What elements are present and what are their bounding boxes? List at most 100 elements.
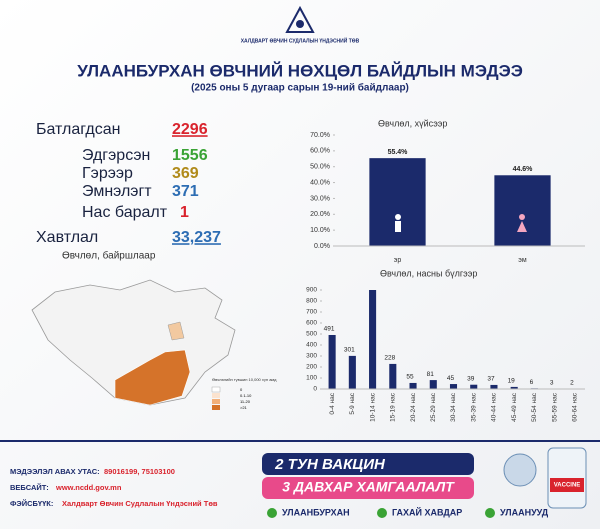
x-tick-label: 15-19 нас (390, 392, 397, 422)
bar (369, 290, 377, 389)
bar (470, 384, 478, 389)
value-label: 301 (344, 347, 355, 354)
stat-label: Батлагдсан (36, 121, 120, 138)
y-tick-label: 0 (313, 386, 317, 393)
org-name: ХАЛДВАРТ ӨВЧИН СУДЛАЛЫН ҮНДЭСНИЙ ТӨВ (241, 36, 360, 44)
bar (490, 384, 498, 389)
bar (409, 382, 417, 389)
stat-label: Гэрээр (82, 165, 133, 182)
bar (389, 363, 397, 389)
x-tick-label: 60-64 нас (572, 392, 579, 422)
chart-title: Өвчлөл, насны бүлгээр (380, 268, 477, 278)
x-tick-label: 20-24 нас (410, 392, 417, 422)
gender-icons (395, 214, 527, 232)
title: УЛААНБУРХАН ӨВЧНИЙ НӨХЦӨЛ БАЙДЛЫН МЭДЭЭ (77, 61, 523, 80)
value-label: 491 (324, 326, 335, 333)
x-tick-label: 40-44 нас (491, 392, 498, 422)
y-tick-label: 300 (306, 353, 317, 360)
check-item: ГАХАЙ ХАВДАР (392, 506, 462, 517)
banner-line: 2 ТУН ВАКЦИН (274, 456, 386, 473)
value-label: 45 (447, 375, 455, 382)
x-tick-label: 45-49 нас (511, 392, 518, 422)
y-tick-label: 500 (306, 331, 317, 338)
stats: Батлагдсан 2296 Эдгэрсэн 1556 Гэрээр 369… (36, 121, 221, 246)
x-tick-label: 5-9 нас (349, 392, 356, 414)
x-tick-label: 50-54 нас (531, 392, 538, 422)
legend-label: 11-20 (240, 399, 251, 404)
value-label: 37 (487, 376, 495, 383)
web-label: ВЕБСАЙТ: (10, 483, 49, 492)
y-tick-label: 900 (306, 287, 317, 294)
x-tick-label: эм (518, 257, 527, 264)
stat-label: Хавтлал (36, 229, 98, 246)
value-label: 2 (570, 379, 574, 386)
y-tick-label: 0.0% (314, 243, 330, 250)
y-tick-label: 30.0% (310, 195, 330, 202)
x-tick-label: 10-14 нас (369, 392, 376, 422)
bar (429, 380, 437, 389)
stat-label: Эмнэлэгт (82, 183, 152, 200)
vial-label: VACCINE (554, 483, 581, 489)
chart-title: Өвчлөл, хүйсээр (378, 118, 447, 128)
contacts: МЭДЭЭЛЭЛ АВАХ УТАС: 89016199, 75103100 В… (10, 467, 218, 508)
stat-value: 1556 (172, 147, 208, 164)
legend-label: >21 (240, 405, 248, 410)
x-tick-label: 30-34 нас (450, 392, 457, 422)
logo (285, 5, 315, 33)
y-tick-label: 700 (306, 309, 317, 316)
bar (348, 355, 356, 389)
stat-value: 371 (172, 183, 199, 200)
banner-line: 3 ДАВХАР ХАМГААЛАЛТ (282, 479, 455, 495)
stat-value: 2296 (172, 121, 208, 138)
map (31, 279, 236, 406)
y-tick-label: 100 (306, 375, 317, 382)
fb: Халдварт Өвчин Судлалын Үндэсний Төв (62, 499, 218, 508)
bar (494, 175, 551, 246)
map-title: Өвчлөл, байршлаар (62, 250, 156, 262)
bar (328, 334, 336, 389)
web: www.ncdd.gov.mn (55, 483, 122, 492)
y-tick-label: 600 (306, 320, 317, 327)
stat-value: 33,237 (172, 229, 221, 246)
y-tick-label: 10.0% (310, 227, 330, 234)
value-label: 3 (550, 379, 554, 386)
stat-label: Эдгэрсэн (82, 147, 150, 164)
stat-value: 1 (180, 204, 189, 221)
value-label: 6 (530, 379, 534, 386)
y-tick-label: 20.0% (310, 211, 330, 218)
fb-label: ФЭЙСБҮҮК: (10, 499, 53, 508)
value-label: 55 (406, 374, 414, 381)
stat-value: 369 (172, 165, 199, 182)
legend-label: 0 (240, 387, 243, 392)
map-legend: Өвчлөлийн түвшин 10,000 хүн амд 0 0.1-10… (211, 377, 277, 410)
phone: 89016199, 75103100 (104, 467, 175, 476)
x-tick-label: 55-59 нас (551, 392, 558, 422)
value-label: 55.4% (388, 149, 409, 156)
value-label: 228 (384, 355, 395, 362)
value-label: 44.6% (513, 166, 534, 173)
check-item: УЛААНУУД (500, 507, 549, 517)
phone-label: МЭДЭЭЛЭЛ АВАХ УТАС: (10, 467, 100, 476)
subtitle: (2025 оны 5 дугаар сарын 19-ний байдлаар… (191, 82, 409, 94)
x-tick-label: 25-29 нас (430, 392, 437, 422)
y-tick-label: 50.0% (310, 164, 330, 171)
bar (449, 384, 458, 389)
charts: 0.0% 10.0% 20.0% 30.0% 40.0% 50.0% 60.0% 70.0% 5… (306, 132, 585, 422)
value-label: 19 (508, 378, 516, 385)
y-tick-label: 70.0% (310, 132, 330, 139)
bar (369, 158, 426, 246)
y-tick-label: 200 (306, 364, 317, 371)
y-tick-label: 800 (306, 298, 317, 305)
check-item: УЛААНБУРХАН (282, 507, 350, 517)
bar (510, 386, 518, 389)
banner: 2 ТУН ВАКЦИН 3 ДАВХАР ХАМГААЛАЛТ УЛААНБУ… (262, 447, 587, 518)
value-label: 39 (467, 375, 475, 382)
y-tick-label: 40.0% (310, 179, 330, 186)
value-label: 81 (427, 371, 435, 378)
legend-label: 0.1-10 (240, 393, 252, 398)
y-tick-label: 60.0% (310, 148, 330, 155)
legend-title: Өвчлөлийн түвшин 10,000 хүн амд (212, 377, 277, 382)
stat-label: Нас баралт (82, 204, 168, 221)
y-tick-label: 400 (306, 342, 317, 349)
